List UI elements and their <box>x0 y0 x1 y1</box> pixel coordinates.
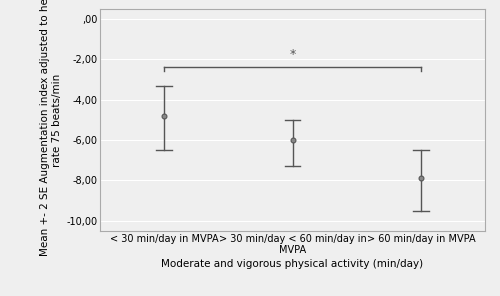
Y-axis label: Mean +- 2 SE Augmentation index adjusted to heart
rate 75 beats/min: Mean +- 2 SE Augmentation index adjusted… <box>40 0 62 256</box>
X-axis label: Moderate and vigorous physical activity (min/day): Moderate and vigorous physical activity … <box>162 259 424 269</box>
Text: *: * <box>290 48 296 61</box>
